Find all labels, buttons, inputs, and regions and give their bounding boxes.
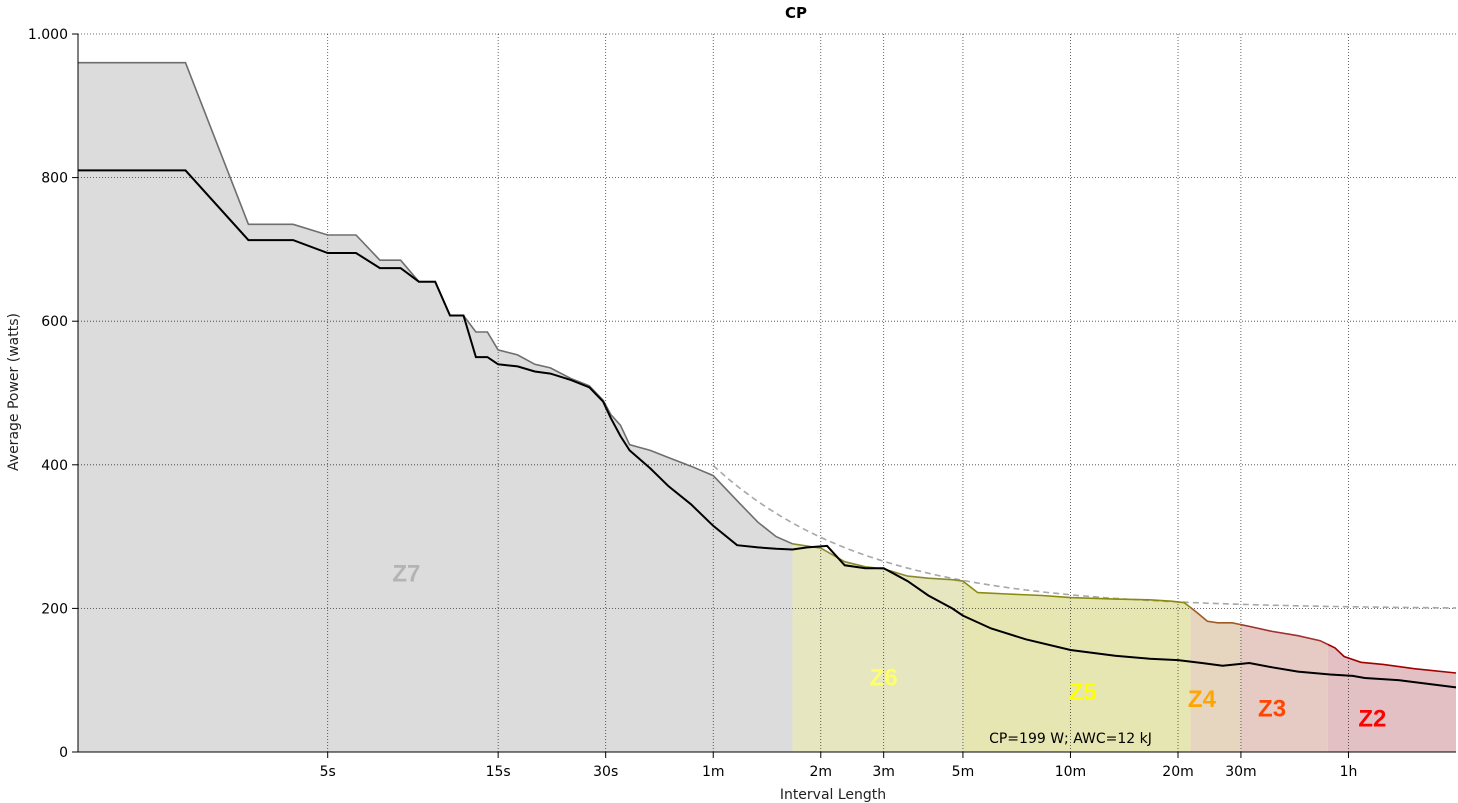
zone-fill-z3 [1240,624,1328,752]
cp-model-curve [712,464,1456,609]
x-tick-label: 5s [320,764,336,780]
zone-label-z3: Z3 [1258,695,1286,722]
best-curve-z4 [1189,606,1242,626]
x-tick-label: 3m [872,764,895,780]
best-curve-z7 [78,61,793,545]
axes [77,34,1456,753]
y-tick-label: 600 [41,314,68,330]
zone-fill-z5 [962,581,1191,752]
x-tick-label: 30m [1225,764,1256,780]
zone-label-z7: Z7 [392,561,420,588]
zone-fill-z7 [78,62,793,752]
current-curve [78,169,1457,689]
zone-label-z6: Z6 [870,665,898,692]
y-tick-label: 1.000 [28,27,68,43]
best-curve-z3 [1240,623,1329,646]
zone-labels: Z7 Z6 Z5 Z4 Z3 Z2 [392,561,1386,733]
cp-annotation: CP=199 W; AWC=12 kJ [989,731,1152,747]
zone-fill-z2 [1327,644,1456,752]
y-axis-label: Average Power (watts) [6,313,22,471]
best-curve-z2 [1327,643,1457,674]
zone-label-z5: Z5 [1069,679,1097,706]
y-tick-label: 400 [41,458,68,474]
x-tick-label: 20m [1162,764,1193,780]
zone-label-z4: Z4 [1188,686,1217,713]
x-tick-label: 5m [952,764,975,780]
x-tick-label: 1h [1340,764,1358,780]
x-axis-label: Interval Length [780,787,886,803]
tick-labels: 0 200 400 600 800 1.000 5s 15s 30s 1m 2m 3m 5m 10m 20m… [28,27,1357,780]
chart-title: CP [785,4,807,22]
y-tick-label: 200 [41,601,68,617]
zone-fills [78,62,1456,752]
series-lines [78,61,1457,689]
x-tick-label: 2m [809,764,832,780]
x-tick-label: 10m [1055,764,1086,780]
x-tick-label: 30s [593,764,618,780]
zone-fill-z6 [792,543,963,752]
zone-fill-z4 [1190,607,1241,752]
y-tick-label: 0 [59,745,68,761]
y-tick-label: 800 [41,171,68,187]
x-tick-label: 1m [702,764,725,780]
x-tick-label: 15s [486,764,511,780]
best-curve-z5 [962,580,1191,609]
zone-label-z2: Z2 [1358,706,1386,733]
